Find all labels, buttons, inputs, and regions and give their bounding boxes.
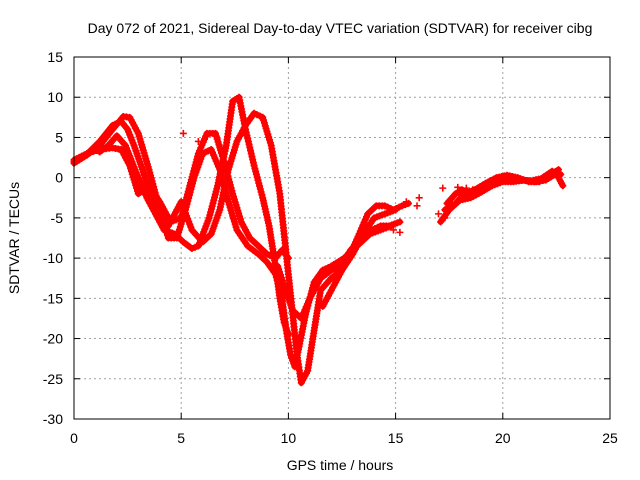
- data-point-marker: [559, 182, 567, 190]
- data-point-marker: [441, 214, 449, 222]
- data-point-marker: [284, 331, 292, 339]
- y-tick-label: 15: [47, 49, 63, 65]
- data-point-marker: [396, 218, 404, 226]
- y-tick-label: -15: [43, 290, 63, 306]
- data-point-marker: [462, 184, 470, 192]
- data-point-marker: [469, 186, 477, 194]
- y-tick-label: -30: [43, 411, 63, 427]
- series-track-d: [96, 93, 292, 339]
- data-point-marker: [454, 183, 462, 191]
- isolated-points: [179, 129, 477, 236]
- grid: [74, 57, 610, 419]
- y-tick-label: -10: [43, 250, 63, 266]
- data-point-marker: [179, 129, 187, 137]
- data-point-marker: [191, 243, 199, 251]
- data-point-marker: [402, 198, 410, 206]
- y-tick-label: -25: [43, 371, 63, 387]
- y-tick-label: 5: [55, 129, 63, 145]
- data-point-marker: [396, 228, 404, 236]
- y-tick-label: 0: [55, 170, 63, 186]
- x-tick-label: 20: [495, 430, 511, 446]
- data-point-marker: [188, 244, 196, 252]
- data-point-marker: [434, 210, 442, 218]
- x-tick-label: 10: [281, 430, 297, 446]
- data-point-marker: [557, 170, 565, 178]
- x-tick-label: 25: [602, 430, 618, 446]
- x-tick-label: 15: [388, 430, 404, 446]
- x-tick-label: 0: [70, 430, 78, 446]
- y-tick-label: 10: [47, 89, 63, 105]
- plot-frame: [73, 56, 611, 420]
- axis-ticks: 0 5 10 15 20 25 15 10 5 0 -5 -10 -15 -20 -25 -30: [43, 49, 618, 446]
- chart-title: Day 072 of 2021, Sidereal Day-to-day VTE…: [88, 20, 593, 36]
- series-track-e: [274, 218, 404, 322]
- series-track-f: [319, 199, 412, 310]
- y-tick-label: -5: [51, 210, 64, 226]
- data-layer: [70, 93, 567, 387]
- y-tick-label: -20: [43, 331, 63, 347]
- x-axis-label: GPS time / hours: [287, 457, 394, 473]
- data-point-marker: [439, 184, 447, 192]
- x-tick-label: 5: [177, 430, 185, 446]
- data-point-marker: [415, 194, 423, 202]
- y-axis-label: SDTVAR / TECUs: [6, 182, 22, 294]
- data-point-marker: [389, 226, 397, 234]
- data-point-marker: [413, 202, 421, 210]
- data-point-marker: [398, 202, 406, 210]
- series-track-i: [443, 167, 565, 207]
- data-point-marker: [194, 137, 202, 145]
